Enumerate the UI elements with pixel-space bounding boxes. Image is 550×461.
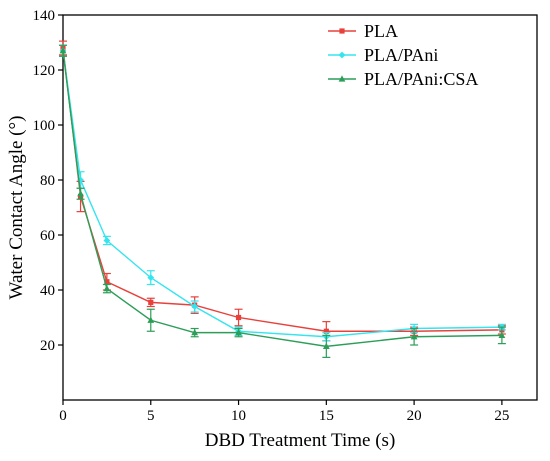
series-line (62, 50, 502, 348)
legend-marker (339, 28, 345, 34)
x-axis-title: DBD Treatment Time (s) (205, 430, 396, 451)
y-tick-label: 20 (40, 338, 55, 354)
legend-item: PLA (328, 21, 398, 41)
data-point (147, 316, 155, 323)
data-point (191, 328, 199, 336)
data-point (147, 274, 155, 282)
x-tick-label: 20 (407, 408, 422, 424)
legend-label: PLA/PAni (364, 45, 438, 65)
y-axis-title: Water Contact Angle (°) (6, 116, 27, 300)
axis-ticks: 0 5 10 15 20 25 20 40 60 80 100 120 140 (33, 8, 510, 424)
data-point (498, 331, 506, 338)
data-point (148, 299, 154, 305)
plot-border (62, 14, 538, 401)
y-tick-label: 100 (33, 118, 56, 134)
data-point (59, 47, 67, 54)
legend-item: PLA/PAni (328, 45, 438, 65)
y-tick-label: 80 (40, 173, 55, 189)
data-point (323, 328, 329, 334)
legend-label: PLA/PAni:CSA (364, 69, 478, 89)
data-point (77, 190, 84, 197)
series-line (62, 47, 502, 332)
legend-item: PLA/PAni:CSA (328, 69, 478, 89)
data-point (191, 303, 199, 310)
data-point (410, 333, 418, 340)
x-tick-label: 5 (147, 408, 155, 424)
x-tick-label: 0 (59, 408, 67, 424)
series-line (62, 50, 502, 338)
data-point (103, 237, 111, 244)
data-point (322, 342, 330, 349)
y-tick-label: 140 (33, 8, 56, 24)
legend: PLA PLA/PAni PLA/PAni:CSA (328, 21, 478, 89)
y-tick-label: 40 (40, 283, 55, 299)
data-point (235, 314, 242, 321)
x-tick-label: 10 (231, 408, 246, 424)
series-pla-pani-csa (59, 44, 506, 358)
y-tick-label: 120 (33, 63, 56, 79)
plot-frame (62, 14, 538, 401)
legend-marker (338, 51, 346, 59)
legend-marker (338, 75, 346, 82)
legend-label: PLA (364, 21, 398, 41)
data-point (104, 279, 110, 285)
series-layer (59, 40, 506, 358)
data-point (103, 284, 111, 292)
series-pla-pani (59, 44, 506, 342)
data-point (235, 328, 242, 336)
y-tick-label: 60 (40, 228, 55, 244)
x-tick-label: 25 (494, 408, 509, 424)
x-tick-label: 15 (319, 408, 334, 424)
